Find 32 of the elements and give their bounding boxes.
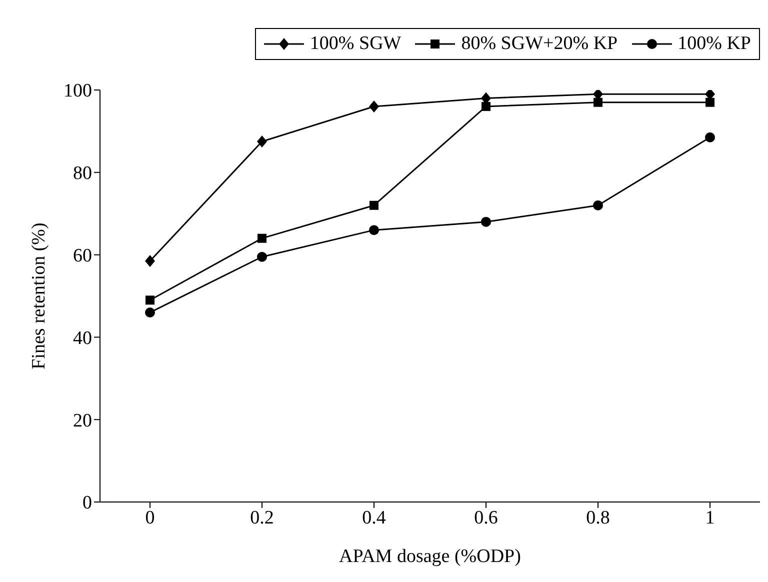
point bbox=[482, 102, 490, 111]
point bbox=[257, 252, 267, 262]
y-tick-label: 80 bbox=[73, 163, 92, 184]
point bbox=[706, 98, 714, 107]
legend-label: 100% SGW bbox=[308, 33, 402, 55]
y-tick-label: 60 bbox=[73, 246, 92, 267]
point bbox=[145, 254, 155, 267]
x-tick-label: 0.6 bbox=[474, 507, 498, 528]
x-tick-label: 1 bbox=[705, 507, 715, 528]
point bbox=[481, 216, 491, 227]
point bbox=[370, 200, 378, 210]
legend-label: 100% KP bbox=[676, 33, 751, 55]
point bbox=[146, 296, 154, 305]
legend-label: 80% SGW+20% KP bbox=[460, 33, 618, 55]
point bbox=[705, 132, 715, 142]
point bbox=[369, 100, 379, 112]
y-tick-label: 100 bbox=[64, 80, 92, 102]
point bbox=[594, 98, 602, 107]
x-tick-label: 0.2 bbox=[250, 507, 274, 528]
y-tick-label: 40 bbox=[73, 328, 92, 349]
y-tick-label: 20 bbox=[73, 410, 92, 432]
x-tick-label: 0.4 bbox=[362, 507, 386, 528]
point bbox=[145, 307, 155, 318]
point bbox=[369, 225, 379, 236]
point bbox=[258, 234, 266, 243]
y-tick-label: 0 bbox=[82, 492, 92, 514]
x-tick-label: 0.8 bbox=[586, 507, 610, 528]
point bbox=[257, 136, 267, 148]
point bbox=[593, 200, 603, 210]
x-axis-title: APAM dosage (%ODP) bbox=[339, 546, 521, 567]
x-tick-label: 0 bbox=[145, 507, 155, 528]
y-axis-title: Fines retention (%) bbox=[28, 222, 50, 370]
